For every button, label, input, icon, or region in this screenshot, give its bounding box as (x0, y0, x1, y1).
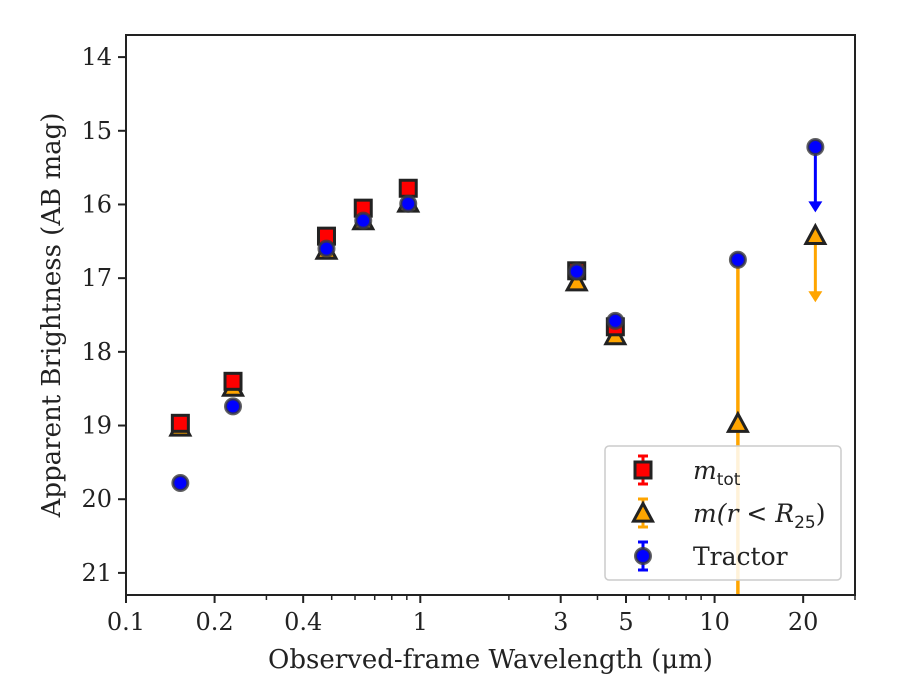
data-point-triangle-5 (564, 269, 589, 292)
legend-label-sub-1: 25 (794, 513, 816, 533)
y-tick-label-3: 17 (81, 264, 112, 292)
legend-label-2: Tractor (693, 542, 788, 571)
x-tick-label-5: 5 (618, 608, 633, 636)
y-tick-label-1: 15 (81, 117, 112, 145)
legend-label-tail-1: ) (816, 499, 826, 528)
upper-limit-arrow-1-0 (808, 235, 823, 303)
data-point-circle-4 (399, 194, 418, 213)
x-tick-label-4: 3 (553, 608, 568, 636)
y-tick-label-5: 19 (81, 412, 112, 440)
x-tick-label-7: 20 (788, 608, 819, 636)
upper-limit-marker-triangle-0 (803, 222, 828, 245)
legend-label-0: mtot (693, 456, 741, 490)
data-point-circle-1 (224, 397, 243, 416)
x-tick-label-1: 0.2 (196, 608, 234, 636)
legend-entry-1: m(r < R25) (630, 497, 825, 533)
data-point-square-0 (170, 413, 190, 433)
y-tick-label-0: 14 (81, 43, 112, 71)
legend-entry-2: Tractor (634, 540, 788, 572)
data-point-circle-0 (171, 474, 190, 492)
data-point-circle-7 (728, 250, 747, 269)
upper-limit-marker-circle-0 (806, 138, 825, 156)
legend-label-main-1: m(r < R (693, 499, 794, 528)
legend-marker-2 (634, 547, 652, 565)
x-axis-title: Observed-frame Wavelength (μm) (268, 645, 713, 675)
legend-marker-0 (633, 460, 653, 480)
legend-label-main-2: Tractor (693, 542, 788, 571)
legend-marker-1 (630, 500, 656, 523)
y-tick-label-4: 18 (81, 338, 112, 366)
legend-label-1: m(r < R25) (693, 499, 825, 533)
upper-limit-arrow-1-0-head (808, 291, 823, 303)
legend: mtot m(r < R25) Tractor (604, 445, 842, 581)
plot-frame (125, 34, 856, 596)
x-tick-label-6: 10 (699, 608, 730, 636)
data-point-circle-6 (606, 311, 625, 330)
x-tick-label-0: 0.1 (107, 608, 145, 636)
y-tick-label-2: 16 (81, 190, 112, 218)
legend-label-sub-0: tot (717, 470, 741, 490)
x-tick-label-2: 0.4 (284, 608, 322, 636)
y-tick-label-6: 20 (81, 485, 112, 513)
upper-limit-arrow-2-0 (808, 147, 823, 213)
data-point-square-1 (223, 371, 243, 391)
data-point-circle-3 (354, 211, 373, 230)
y-axis-title: Apparent Brightness (AB mag) (37, 113, 67, 519)
axes: 0.1 0.2 0.4 1 3 5 10 20 14 15 16 17 18 19 20 21 (81, 34, 856, 636)
legend-label-main-0: m (693, 456, 717, 485)
upper-limit-arrow-2-0-head (808, 201, 823, 213)
x-tick-label-3: 1 (413, 608, 428, 636)
y-tick-label-7: 21 (81, 559, 112, 587)
legend-box (604, 445, 842, 581)
data-point-circle-5 (567, 262, 586, 281)
data-point-square-4 (398, 178, 418, 198)
data-point-circle-2 (317, 239, 336, 258)
data-point-triangle-7 (725, 410, 750, 433)
legend-entry-0: mtot (633, 454, 741, 490)
plot-area (168, 138, 828, 595)
